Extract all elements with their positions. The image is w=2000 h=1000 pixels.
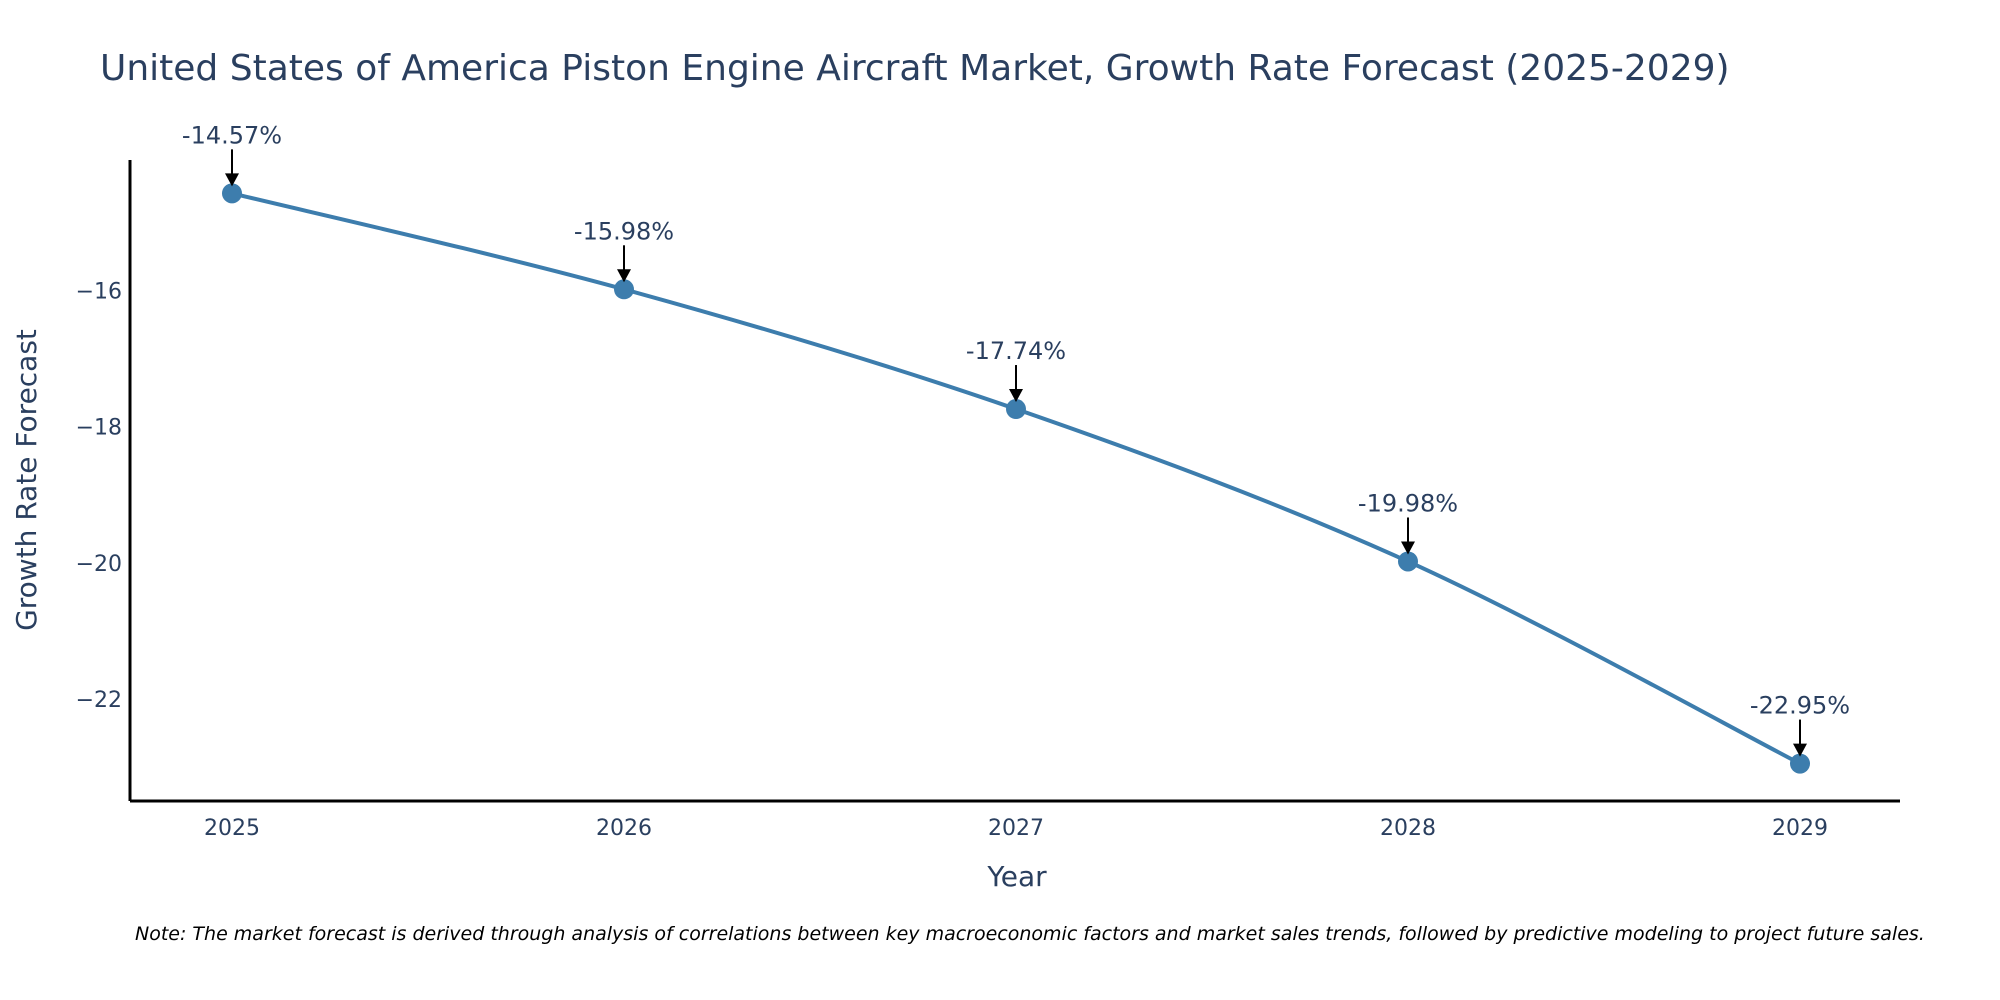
x-axis-title: Year: [986, 860, 1047, 893]
chart-title: United States of America Piston Engine A…: [100, 48, 1730, 89]
data-label-2028: -19.98%: [1358, 489, 1458, 517]
x-axis-ticks: 2025 2026 2027 2028 2029: [204, 816, 1828, 841]
data-point-2029: [1790, 753, 1810, 774]
annotation-arrow-head: [1793, 743, 1807, 757]
footnote: Note: The market forecast is derived thr…: [135, 923, 1925, 945]
data-label-2029: -22.95%: [1750, 692, 1850, 720]
y-tick-label: −18: [76, 416, 122, 441]
annotation-arrow-head: [225, 173, 239, 187]
data-label-2027: -17.74%: [966, 337, 1066, 365]
data-point-2027: [1006, 399, 1026, 420]
data-label-2026: -15.98%: [574, 217, 674, 245]
y-tick-label: −20: [76, 552, 122, 577]
y-axis-ticks: −16 −18 −20 −22: [76, 280, 122, 713]
x-tick-label: 2029: [1772, 816, 1828, 841]
x-tick-label: 2027: [988, 816, 1044, 841]
data-label-2025: -14.57%: [182, 121, 282, 149]
y-axis-title: Growth Rate Forecast: [10, 329, 43, 631]
data-labels: -14.57% -15.98% -17.74% -19.98% -22.95%: [182, 121, 1850, 757]
data-markers: [222, 183, 1810, 774]
data-point-2028: [1398, 551, 1418, 572]
y-tick-label: −16: [76, 280, 122, 305]
x-tick-label: 2026: [596, 816, 652, 841]
annotation-arrow-head: [1401, 541, 1415, 555]
x-tick-label: 2025: [204, 816, 260, 841]
x-tick-label: 2028: [1380, 816, 1436, 841]
y-tick-label: −22: [76, 688, 122, 713]
growth-rate-line: [230, 191, 1802, 766]
annotation-arrow-head: [1009, 389, 1023, 403]
data-point-2025: [222, 183, 242, 204]
data-point-2026: [614, 279, 634, 300]
annotation-arrow-head: [617, 269, 631, 283]
